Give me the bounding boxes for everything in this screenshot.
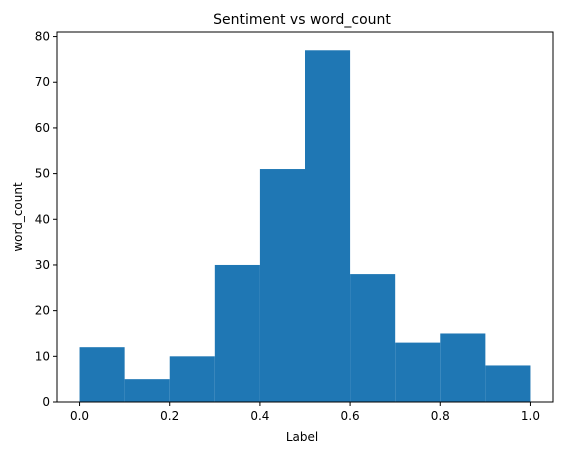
histogram-bar-8 [440, 333, 486, 402]
x-tick-label: 0.0 [70, 409, 89, 423]
y-tick-label: 20 [35, 304, 50, 318]
y-tick-label: 60 [35, 121, 50, 135]
x-tick-label: 1.0 [521, 409, 540, 423]
y-tick-label: 30 [35, 258, 50, 272]
plot-frame [56, 31, 554, 403]
x-tick-label: 0.2 [160, 409, 179, 423]
bars-group [79, 50, 531, 402]
y-tick-label: 50 [35, 167, 50, 181]
y-tick-label: 0 [42, 395, 50, 409]
chart-title: Sentiment vs word_count [213, 12, 391, 28]
y-axis-label: word_count [11, 182, 25, 252]
x-axis-label: Label [286, 430, 318, 444]
x-tick-label: 0.8 [431, 409, 450, 423]
histogram-bar-0 [79, 347, 125, 402]
y-tick-label: 10 [35, 349, 50, 363]
histogram-bar-4 [259, 169, 305, 402]
y-tick-label: 40 [35, 212, 50, 226]
y-axis-ticks: 0 10 20 30 40 50 60 70 80 [35, 30, 57, 409]
y-tick-label: 70 [35, 75, 50, 89]
histogram-bar-3 [214, 264, 260, 402]
histogram-bar-7 [395, 342, 441, 402]
histogram-bar-1 [124, 379, 170, 402]
y-tick-label: 80 [35, 30, 50, 44]
x-axis-ticks: 0.0 0.2 0.4 0.6 0.8 1.0 [70, 402, 540, 423]
histogram-bar-9 [485, 365, 531, 402]
x-tick-label: 0.4 [250, 409, 269, 423]
histogram-bar-6 [350, 274, 396, 402]
histogram-bar-5 [305, 50, 351, 402]
histogram-bar-2 [169, 356, 215, 402]
x-tick-label: 0.6 [341, 409, 360, 423]
